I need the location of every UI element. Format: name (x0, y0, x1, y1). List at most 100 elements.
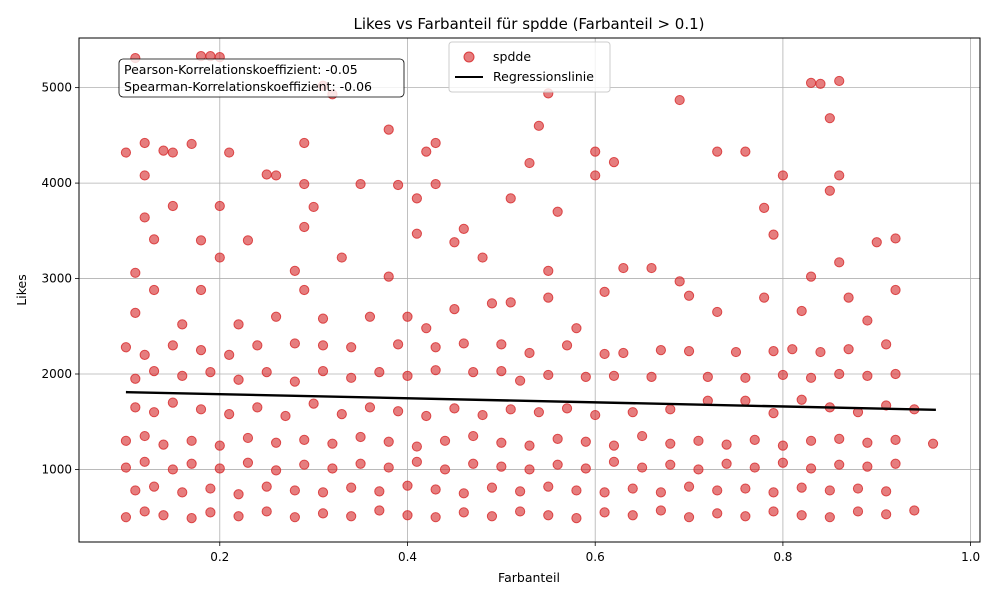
data-point (712, 146, 723, 157)
pearson-text: Pearson-Korrelationskoeffizient: -0.05 (124, 62, 358, 77)
data-point (740, 395, 751, 406)
data-point (177, 319, 188, 330)
data-point (355, 431, 366, 443)
data-point (805, 463, 817, 474)
data-point (289, 512, 300, 523)
data-point (768, 506, 779, 517)
data-point (777, 457, 789, 468)
data-point (796, 394, 807, 405)
data-point (411, 441, 422, 452)
data-point (242, 432, 254, 444)
annotation-box (118, 58, 405, 98)
data-point (411, 228, 422, 239)
data-point (355, 178, 366, 190)
data-point (543, 481, 554, 492)
data-point (233, 511, 244, 522)
data-point (834, 368, 845, 380)
data-point (561, 340, 573, 351)
data-point (177, 487, 188, 498)
data-point (477, 252, 488, 263)
data-point (130, 267, 141, 278)
y-tick-label: 1000 (41, 462, 72, 476)
data-point (533, 120, 544, 131)
data-point (158, 439, 169, 450)
data-point (120, 342, 132, 353)
data-point (787, 344, 798, 355)
data-point (308, 201, 319, 213)
data-point (683, 345, 695, 357)
x-axis-label: Farbanteil (498, 570, 560, 585)
data-point (224, 349, 235, 361)
data-point (261, 169, 272, 180)
data-point (571, 485, 582, 496)
data-point (402, 370, 413, 382)
data-point (693, 435, 704, 446)
data-point (289, 265, 300, 277)
data-point (430, 512, 441, 523)
data-point (881, 509, 892, 520)
data-point (843, 292, 854, 303)
data-point (834, 433, 845, 445)
data-point (721, 458, 732, 469)
regression-line (125, 390, 936, 411)
data-point (834, 170, 845, 181)
data-point (205, 366, 216, 378)
data-point (308, 398, 319, 409)
data-point (346, 511, 357, 522)
data-point (167, 147, 178, 158)
data-point (430, 137, 441, 149)
data-point (824, 512, 835, 523)
data-point (890, 458, 901, 469)
data-point (749, 462, 760, 473)
data-point (768, 487, 779, 498)
data-point (299, 459, 310, 470)
data-point (646, 371, 657, 382)
data-point (233, 374, 244, 385)
data-point (805, 271, 817, 282)
data-point (130, 307, 141, 319)
data-point (120, 147, 132, 158)
data-point (317, 487, 329, 498)
data-point (167, 200, 178, 212)
data-point (205, 483, 216, 494)
data-point (768, 408, 779, 419)
data-point (590, 146, 601, 157)
data-point (177, 370, 188, 382)
data-point (834, 257, 845, 268)
data-point (252, 402, 263, 413)
data-point (270, 311, 282, 322)
data-point (411, 456, 422, 467)
data-point (224, 408, 235, 420)
data-point (862, 461, 873, 472)
data-point (458, 223, 469, 235)
data-point (270, 170, 282, 181)
data-point (486, 482, 498, 493)
data-point (270, 437, 282, 448)
data-point (552, 459, 563, 470)
data-point (242, 235, 254, 246)
data-point (374, 505, 385, 516)
data-point (618, 262, 629, 274)
data-point (777, 440, 789, 451)
data-point (552, 433, 563, 445)
data-point (580, 463, 591, 474)
data-point (336, 252, 347, 263)
y-tick-label: 5000 (41, 81, 72, 95)
x-tick-label: 0.4 (398, 550, 417, 564)
data-point (730, 346, 742, 358)
data-point (665, 459, 676, 470)
data-point (158, 510, 169, 521)
data-point (815, 78, 826, 89)
x-tick-label: 0.2 (210, 550, 229, 564)
data-point (608, 456, 620, 467)
data-point (430, 365, 441, 376)
data-point (871, 237, 882, 248)
data-point (242, 457, 254, 468)
data-point (393, 179, 404, 191)
data-point (543, 510, 554, 521)
data-point (299, 137, 310, 149)
data-point (167, 464, 178, 475)
data-point (683, 290, 695, 301)
data-point (824, 485, 835, 496)
